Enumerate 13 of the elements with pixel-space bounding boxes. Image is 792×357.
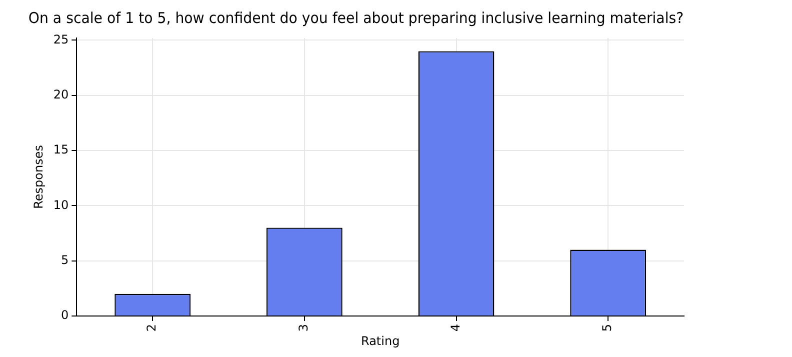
- x-tick-label: 3: [296, 324, 311, 332]
- y-tick-label: 15: [53, 142, 69, 157]
- x-axis-title: Rating: [360, 334, 400, 348]
- y-tick-label: 20: [53, 87, 69, 102]
- y-axis-title: Responses: [31, 145, 46, 209]
- y-tick-label: 10: [53, 198, 69, 212]
- x-tick-label: 4: [448, 324, 462, 332]
- chart-title: On a scale of 1 to 5, how confident do you feel about preparing inclusive learning materials?: [28, 10, 684, 28]
- x-tick-label: 2: [144, 324, 159, 332]
- y-tick-label: 25: [53, 32, 69, 46]
- y-tick-label: 5: [61, 252, 69, 267]
- y-tick-label: 0: [61, 308, 69, 322]
- x-tick-label: 5: [600, 324, 614, 332]
